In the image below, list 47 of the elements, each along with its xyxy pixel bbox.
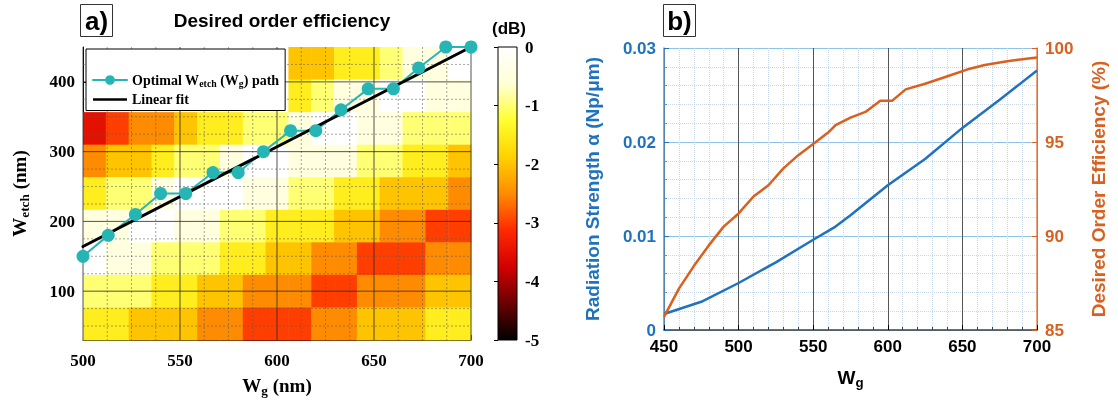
y-tick-label: 0.02	[622, 132, 656, 152]
y-tick-label: 300	[49, 142, 75, 162]
point	[464, 40, 478, 54]
x-tick-label: 450	[649, 337, 679, 356]
y2-tick-label: 85	[1045, 320, 1064, 340]
text: a)	[84, 5, 109, 36]
x-tick-label: 650	[361, 351, 387, 370]
x-tick-label: 700	[458, 351, 484, 370]
y-tick-label: 200	[49, 211, 75, 231]
y2-tick-label: 90	[1045, 226, 1064, 246]
y2-tick-label: 100	[1045, 38, 1074, 58]
color-bar-label: -3	[525, 213, 540, 233]
point	[76, 249, 90, 263]
point	[334, 103, 348, 117]
color-bar-label: -4	[525, 271, 540, 291]
color-bar-label: -2	[525, 154, 540, 174]
x-tick-label: 700	[1022, 337, 1052, 356]
point	[256, 145, 270, 159]
point	[284, 124, 298, 138]
x-tick-label: 600	[264, 351, 290, 370]
point	[206, 166, 220, 180]
y-axis-title: Radiation Strength α (Np/μm)	[582, 57, 603, 321]
color-bar-title: (dB)	[492, 19, 526, 38]
x-tick-label: 650	[948, 337, 977, 356]
y2-tick-label: 95	[1045, 132, 1064, 152]
point	[231, 166, 245, 180]
text: b)	[667, 5, 692, 36]
y-tick-label: 0.01	[622, 226, 656, 246]
color-bar-label: 0	[525, 37, 534, 57]
y2-axis-title: Desired Order Efficiency (%)	[1088, 60, 1109, 318]
y-axis-title: Wetch (nm)	[9, 150, 32, 237]
color-bar-label: -1	[525, 96, 540, 116]
x-tick-label: 600	[873, 337, 902, 356]
legend-label: Linear fit	[132, 92, 190, 107]
y-tick-label: 0.03	[622, 38, 656, 58]
y-tick-label: 0	[646, 320, 656, 340]
x-tick-label: 550	[799, 337, 828, 356]
y-tick-label: 100	[49, 281, 75, 301]
color-bar-label: -5	[525, 330, 540, 350]
point	[439, 40, 453, 54]
point	[101, 228, 115, 242]
x-tick-label: 500	[724, 337, 753, 356]
x-tick-label: 500	[70, 351, 96, 370]
chart-title: Desired order efficiency	[173, 10, 391, 31]
x-tick-label: 550	[167, 351, 193, 370]
point	[128, 207, 142, 221]
y-tick-label: 400	[49, 72, 75, 92]
